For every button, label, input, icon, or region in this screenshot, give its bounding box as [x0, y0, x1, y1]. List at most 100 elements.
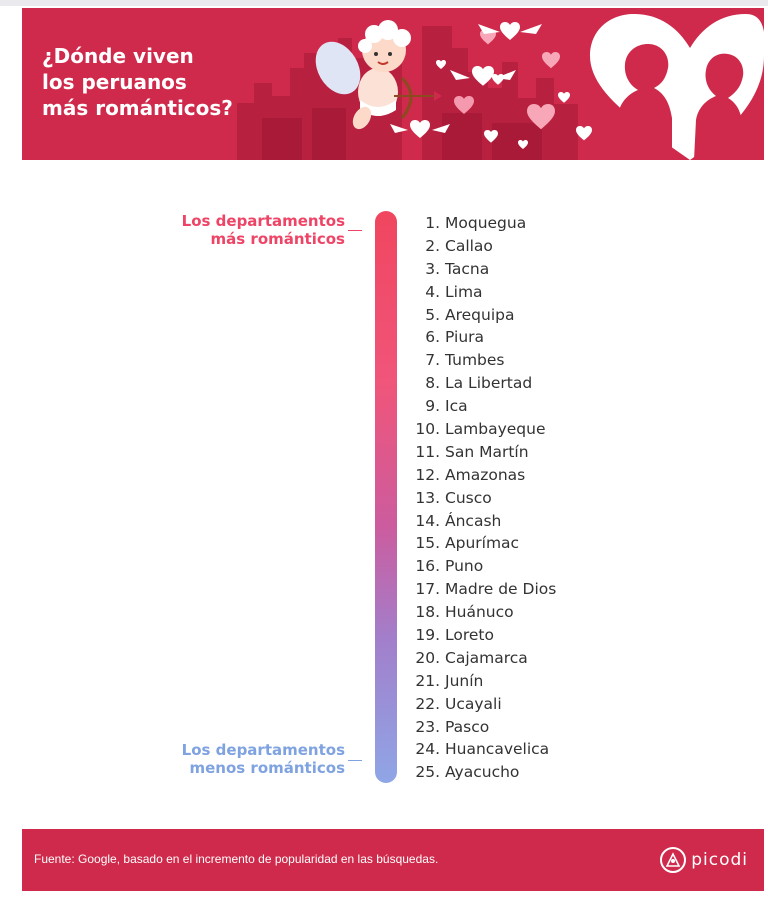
department-name: Cajamarca — [445, 648, 528, 667]
department-name: Lambayeque — [445, 420, 546, 439]
list-item: 10. Lambayeque — [405, 418, 556, 441]
rank-number: 15. — [415, 534, 440, 553]
label-line: menos románticos — [189, 759, 345, 777]
title-line: más románticos? — [42, 96, 233, 120]
page-title: ¿Dónde viven los peruanos más románticos… — [42, 43, 282, 121]
picodi-logo-icon — [660, 847, 687, 873]
department-name: Piura — [445, 328, 485, 347]
department-name: Loreto — [445, 626, 494, 645]
list-item: 13. Cusco — [405, 487, 556, 510]
list-item: 5. Arequipa — [405, 304, 556, 327]
rank-number: 17. — [415, 580, 440, 599]
rank-number: 4. — [425, 282, 440, 301]
list-item: 6. Piura — [405, 326, 556, 349]
list-item: 14. Áncash — [405, 510, 556, 533]
department-name: Arequipa — [445, 305, 515, 324]
title-line: los peruanos — [42, 70, 187, 94]
rank-number: 20. — [415, 648, 440, 667]
brand-logo: picodi — [659, 846, 748, 874]
list-item: 4. Lima — [405, 281, 556, 304]
rank-number: 16. — [415, 557, 440, 576]
cupid-icon — [315, 20, 442, 130]
footer-bar: Fuente: Google, basado en el incremento … — [22, 829, 764, 891]
rank-number: 6. — [425, 328, 440, 347]
most-romantic-label: Los departamentos más románticos — [150, 212, 345, 248]
hearts-icon — [390, 22, 592, 149]
department-name: Ica — [445, 397, 468, 416]
rank-number: 24. — [415, 740, 440, 759]
department-name: Tumbes — [445, 351, 505, 370]
rank-number: 8. — [425, 374, 440, 393]
rank-number: 11. — [415, 442, 440, 461]
department-name: Apurímac — [445, 534, 520, 553]
rank-number: 5. — [425, 305, 440, 324]
list-item: 17. Madre de Dios — [405, 578, 556, 601]
list-item: 16. Puno — [405, 555, 556, 578]
list-item: 22. Ucayali — [405, 693, 556, 716]
list-item: 19. Loreto — [405, 624, 556, 647]
department-name: Huánuco — [445, 603, 514, 622]
list-item: 3. Tacna — [405, 258, 556, 281]
rank-number: 2. — [425, 236, 440, 255]
rank-number: 18. — [415, 603, 440, 622]
rank-number: 1. — [425, 214, 440, 232]
source-note: Fuente: Google, basado en el incremento … — [34, 852, 439, 866]
rank-number: 3. — [425, 259, 440, 278]
rank-number: 10. — [415, 420, 440, 439]
rank-number: 14. — [415, 511, 440, 530]
ranking-list: 1. Moquegua 2. Callao 3. Tacna 4. Lima 5. Arequip… — [405, 212, 556, 784]
header-illustration — [237, 14, 764, 160]
list-item: 11. San Martín — [405, 441, 556, 464]
list-item: 18. Huánuco — [405, 601, 556, 624]
list-item: 7. Tumbes — [405, 349, 556, 372]
bottom-label-tick — [348, 760, 362, 761]
rank-number: 12. — [415, 465, 440, 484]
list-item: 1. Moquegua — [405, 212, 556, 235]
list-item: 25. Ayacucho — [405, 761, 556, 784]
top-label-tick — [348, 230, 362, 231]
label-line: más románticos — [210, 230, 345, 248]
department-name: Amazonas — [445, 465, 526, 484]
list-item: 23. Pasco — [405, 716, 556, 739]
rank-number: 21. — [415, 671, 440, 690]
top-border — [0, 0, 768, 6]
title-line: ¿Dónde viven — [42, 44, 194, 68]
department-name: Ayacucho — [445, 763, 520, 782]
rank-number: 22. — [415, 694, 440, 713]
least-romantic-label: Los departamentos menos románticos — [150, 741, 345, 777]
department-name: Puno — [445, 557, 484, 576]
department-name: La Libertad — [445, 374, 533, 393]
list-item: 15. Apurímac — [405, 532, 556, 555]
list-item: 20. Cajamarca — [405, 647, 556, 670]
rank-number: 25. — [415, 763, 440, 782]
department-name: Pasco — [445, 717, 490, 736]
header-banner: ¿Dónde viven los peruanos más románticos… — [22, 8, 764, 160]
list-item: 9. Ica — [405, 395, 556, 418]
label-line: Los departamentos — [181, 212, 345, 230]
couple-silhouette-icon — [590, 14, 764, 160]
list-item: 8. La Libertad — [405, 372, 556, 395]
rank-number: 9. — [425, 397, 440, 416]
department-name: San Martín — [445, 442, 529, 461]
department-name: Moquegua — [445, 214, 527, 232]
department-name: Huancavelica — [445, 740, 550, 759]
rank-number: 13. — [415, 488, 440, 507]
gradient-scale-bar — [375, 211, 397, 783]
department-name: Cusco — [445, 488, 492, 507]
list-item: 2. Callao — [405, 235, 556, 258]
list-item: 24. Huancavelica — [405, 738, 556, 761]
department-name: Ucayali — [445, 694, 502, 713]
rank-number: 23. — [415, 717, 440, 736]
label-line: Los departamentos — [181, 741, 345, 759]
rank-number: 19. — [415, 626, 440, 645]
brand-name: picodi — [691, 850, 748, 870]
department-name: Tacna — [445, 259, 490, 278]
department-name: Madre de Dios — [445, 580, 557, 599]
department-name: Lima — [445, 282, 483, 301]
rank-number: 7. — [425, 351, 440, 370]
list-item: 12. Amazonas — [405, 464, 556, 487]
list-item: 21. Junín — [405, 670, 556, 693]
department-name: Callao — [445, 236, 493, 255]
department-name: Junín — [445, 671, 484, 690]
department-name: Áncash — [445, 511, 502, 530]
